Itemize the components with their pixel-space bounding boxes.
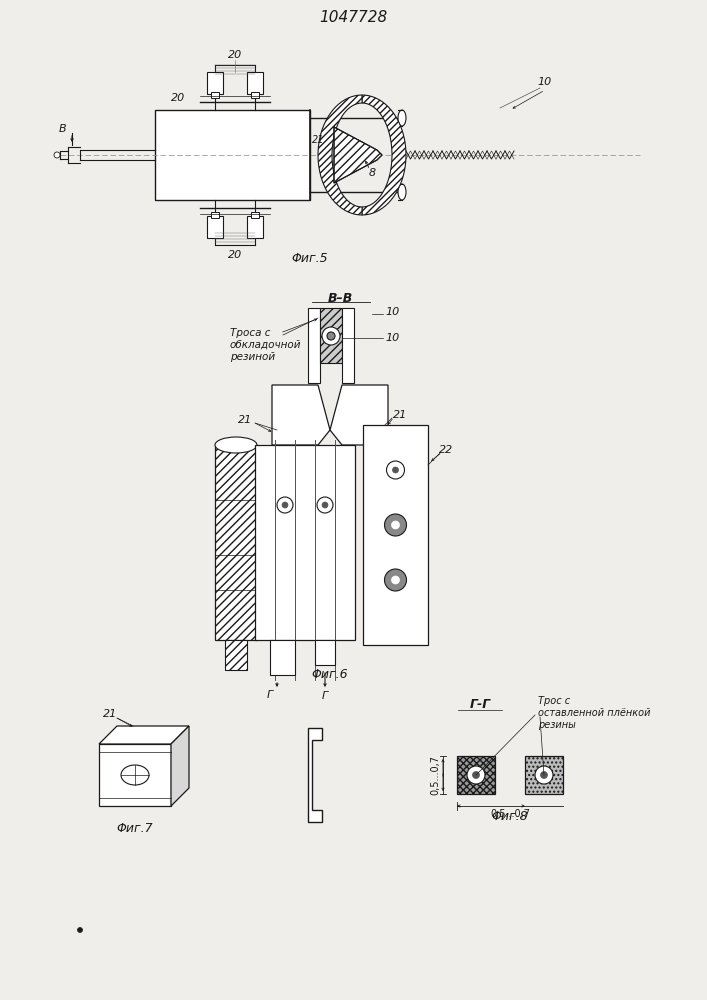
Circle shape xyxy=(472,772,479,778)
Circle shape xyxy=(54,152,60,158)
Bar xyxy=(99,744,171,806)
Circle shape xyxy=(277,497,293,513)
Bar xyxy=(247,216,263,238)
Text: Г: Г xyxy=(322,691,328,701)
Circle shape xyxy=(327,332,335,340)
Polygon shape xyxy=(330,385,388,445)
Text: 21: 21 xyxy=(393,410,407,420)
Circle shape xyxy=(392,467,399,473)
Bar xyxy=(457,756,495,794)
Circle shape xyxy=(282,502,288,508)
Circle shape xyxy=(467,766,485,784)
Bar xyxy=(225,640,247,670)
Text: Троса с
обкладочной
резиной: Троса с обкладочной резиной xyxy=(230,328,301,362)
Text: 21: 21 xyxy=(103,709,117,719)
Bar xyxy=(207,216,223,238)
Text: 20: 20 xyxy=(228,50,242,60)
Bar xyxy=(215,445,257,640)
Bar xyxy=(342,308,354,383)
Bar xyxy=(211,212,219,218)
Circle shape xyxy=(385,514,407,536)
Text: 8: 8 xyxy=(368,168,375,178)
Bar xyxy=(207,72,223,94)
Ellipse shape xyxy=(398,184,406,200)
Text: 20: 20 xyxy=(171,93,185,103)
Circle shape xyxy=(317,497,333,513)
Text: Г: Г xyxy=(267,690,273,700)
Circle shape xyxy=(535,766,553,784)
Circle shape xyxy=(78,928,83,932)
Ellipse shape xyxy=(215,437,257,453)
Bar xyxy=(320,308,342,363)
Text: 1047728: 1047728 xyxy=(319,10,387,25)
Circle shape xyxy=(385,569,407,591)
Text: 10: 10 xyxy=(385,333,399,343)
Text: В: В xyxy=(59,124,66,134)
Text: В–В: В–В xyxy=(327,292,353,304)
Polygon shape xyxy=(318,95,362,215)
Circle shape xyxy=(322,327,340,345)
Text: 0,5...0,7: 0,5...0,7 xyxy=(490,809,530,819)
Text: 10: 10 xyxy=(538,77,552,87)
Polygon shape xyxy=(334,127,382,183)
Bar xyxy=(247,72,263,94)
Text: 21: 21 xyxy=(238,415,252,425)
Text: 20: 20 xyxy=(228,250,242,260)
Ellipse shape xyxy=(121,765,149,785)
Text: Трос с
оставленной плёнкой
резины: Трос с оставленной плёнкой резины xyxy=(538,696,650,730)
Text: 0,5...0,7: 0,5...0,7 xyxy=(430,755,440,795)
Circle shape xyxy=(387,461,404,479)
Text: Φиг.5: Φиг.5 xyxy=(292,251,328,264)
Bar xyxy=(525,756,563,794)
Polygon shape xyxy=(308,728,322,822)
Text: 10: 10 xyxy=(385,307,399,317)
Circle shape xyxy=(540,772,547,778)
Polygon shape xyxy=(272,385,330,445)
Text: Φиг.8: Φиг.8 xyxy=(491,810,528,822)
Bar xyxy=(308,308,320,383)
Polygon shape xyxy=(362,95,406,215)
Polygon shape xyxy=(171,726,189,806)
Bar xyxy=(251,212,259,218)
Text: Г-Г: Г-Г xyxy=(469,698,491,712)
Bar xyxy=(363,425,428,645)
Text: Φиг.6: Φиг.6 xyxy=(312,668,349,682)
Ellipse shape xyxy=(398,110,406,126)
Bar xyxy=(251,92,259,98)
Text: Φиг.7: Φиг.7 xyxy=(117,822,153,834)
Bar xyxy=(255,445,355,640)
Circle shape xyxy=(392,576,399,584)
Circle shape xyxy=(322,502,328,508)
Polygon shape xyxy=(99,726,189,744)
Text: 22: 22 xyxy=(439,445,453,455)
Bar xyxy=(211,92,219,98)
Bar xyxy=(315,640,335,665)
Circle shape xyxy=(392,521,399,529)
Bar xyxy=(155,110,310,200)
Bar xyxy=(270,640,295,675)
Text: 21: 21 xyxy=(312,135,325,145)
